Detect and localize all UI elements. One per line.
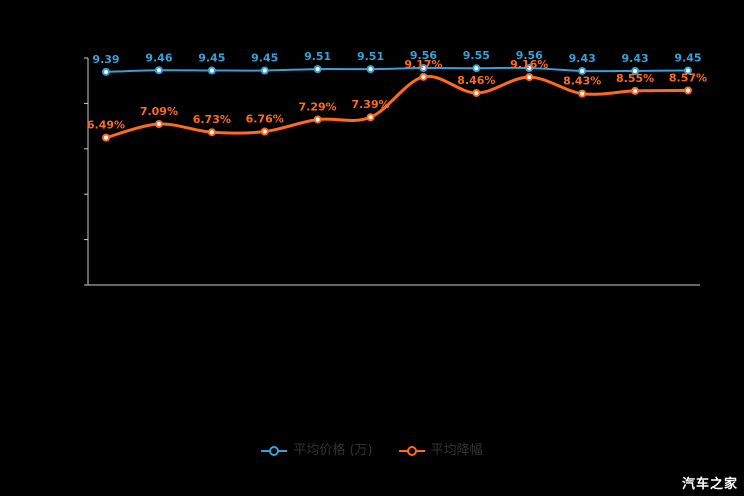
data-label: 9.56 bbox=[410, 49, 437, 62]
data-point[interactable] bbox=[154, 120, 163, 129]
data-point[interactable] bbox=[366, 65, 375, 74]
data-point[interactable] bbox=[419, 63, 428, 72]
data-label: 9.51 bbox=[357, 50, 384, 63]
data-point[interactable] bbox=[631, 86, 640, 95]
data-label: 7.39% bbox=[351, 98, 389, 111]
data-point[interactable] bbox=[578, 66, 587, 75]
data-label: 8.55% bbox=[616, 72, 654, 85]
data-label: 7.09% bbox=[140, 105, 178, 118]
data-point[interactable] bbox=[525, 73, 534, 82]
data-label: 9.43 bbox=[622, 52, 649, 65]
data-label: 9.17% bbox=[404, 58, 442, 71]
data-label: 6.49% bbox=[87, 119, 125, 132]
data-label: 9.46 bbox=[145, 51, 172, 64]
data-label: 9.55 bbox=[463, 49, 490, 62]
data-point[interactable] bbox=[525, 63, 534, 72]
data-point[interactable] bbox=[102, 133, 110, 142]
data-label: 6.76% bbox=[246, 113, 284, 126]
data-point[interactable] bbox=[154, 66, 163, 75]
data-label: 8.57% bbox=[669, 71, 707, 84]
data-point[interactable] bbox=[472, 64, 481, 73]
data-label: 9.56 bbox=[516, 49, 543, 62]
average-price-line bbox=[105, 66, 689, 73]
data-point[interactable] bbox=[631, 66, 640, 75]
data-point[interactable] bbox=[260, 66, 269, 75]
legend-ring-icon bbox=[269, 446, 280, 456]
data-point[interactable] bbox=[684, 66, 692, 75]
watermark-autohome: 汽车之家 bbox=[681, 477, 738, 492]
data-label: 9.39 bbox=[92, 53, 119, 66]
data-point[interactable] bbox=[684, 86, 692, 95]
data-label: 9.45 bbox=[251, 51, 278, 64]
line-series-marker-icon bbox=[261, 446, 288, 456]
chart-legend: 平均价格 (万) 平均降幅 bbox=[0, 444, 744, 458]
data-label: 9.51 bbox=[304, 50, 331, 63]
data-point[interactable] bbox=[207, 128, 216, 137]
data-point[interactable] bbox=[260, 127, 269, 136]
data-point[interactable] bbox=[366, 113, 375, 122]
legend-item-average-price[interactable]: 平均价格 (万) bbox=[261, 443, 373, 458]
data-label: 6.73% bbox=[193, 113, 231, 126]
data-point[interactable] bbox=[102, 67, 110, 76]
data-label: 9.16% bbox=[510, 58, 548, 71]
data-point[interactable] bbox=[472, 88, 481, 97]
data-label: 9.45 bbox=[674, 51, 701, 64]
data-label: 7.29% bbox=[299, 101, 337, 114]
data-point[interactable] bbox=[207, 66, 216, 75]
legend-ring-icon bbox=[406, 446, 417, 456]
legend-item-average-discount[interactable]: 平均降幅 bbox=[398, 443, 483, 458]
data-point[interactable] bbox=[313, 115, 322, 124]
data-point[interactable] bbox=[578, 89, 587, 98]
data-label: 9.43 bbox=[569, 52, 596, 65]
line-series-marker-icon bbox=[398, 446, 425, 456]
data-point[interactable] bbox=[419, 72, 428, 81]
data-point[interactable] bbox=[313, 65, 322, 74]
data-label: 8.43% bbox=[563, 75, 601, 88]
data-label: 8.46% bbox=[457, 74, 495, 87]
data-label: 9.45 bbox=[198, 51, 225, 64]
legend-label-average-discount: 平均降幅 bbox=[430, 443, 483, 458]
legend-label-average-price: 平均价格 (万) bbox=[293, 443, 373, 458]
